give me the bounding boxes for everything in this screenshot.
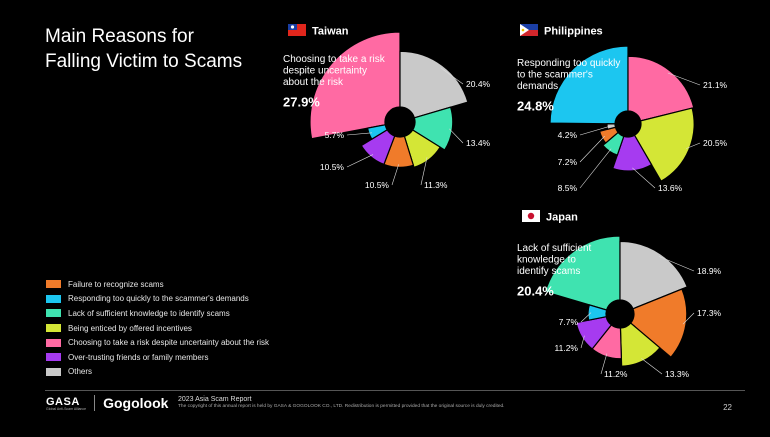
highlight-value: 24.8% xyxy=(517,99,554,114)
highlight-text: Choosing to take a risk xyxy=(283,54,386,65)
page-title: Main Reasons for Falling Victim to Scams xyxy=(45,24,242,74)
leader-line xyxy=(580,312,592,323)
data-label: 11.2% xyxy=(555,343,579,353)
gogolook-logo: Gogolook xyxy=(103,395,169,411)
page-title-line-1: Main Reasons for xyxy=(45,26,194,47)
gasa-subtitle: Global Anti-Scam Alliance xyxy=(46,406,87,411)
highlight-text: about the risk xyxy=(283,77,344,88)
data-label: 20.5% xyxy=(703,138,728,148)
highlight-text: Lack of sufficient xyxy=(517,243,592,254)
highlight-text: identify scams xyxy=(517,266,580,277)
leader-line xyxy=(346,132,373,136)
data-label: 18.9% xyxy=(697,266,722,276)
pie-slice xyxy=(399,50,469,119)
legend-label: Responding too quickly to the scammer's … xyxy=(68,294,249,304)
legend-swatch xyxy=(46,338,61,347)
donut-hole xyxy=(615,111,641,137)
data-label: 21.1% xyxy=(703,80,728,90)
legend-swatch xyxy=(46,324,61,333)
copyright-notice: The copyright of this annual report is h… xyxy=(178,404,505,409)
data-label: 11.3% xyxy=(424,180,448,190)
brand-divider xyxy=(94,395,96,411)
footer-divider xyxy=(45,390,745,391)
leader-line xyxy=(600,353,608,375)
page-title-line-2: Falling Victim to Scams xyxy=(45,51,243,72)
data-label: 13.4% xyxy=(466,138,491,148)
country-name: Philippines xyxy=(544,26,603,38)
data-label: 13.6% xyxy=(658,183,683,193)
data-label: 7.2% xyxy=(558,157,578,167)
gasa-logo: GASA Global Anti-Scam Alliance xyxy=(46,396,86,411)
philippines-flag-icon xyxy=(520,24,538,30)
flag-sun xyxy=(290,25,295,29)
legend-item: Being enticed by offered incentives xyxy=(46,321,269,336)
legend-swatch xyxy=(46,309,61,318)
page-number: 22 xyxy=(723,403,732,412)
flag-band xyxy=(520,30,538,36)
legend-label: Failure to recognize scams xyxy=(68,279,164,289)
footer-brand: GASA Global Anti-Scam Alliance Gogolook xyxy=(46,395,168,411)
donut-hole xyxy=(606,300,634,328)
flag-triangle xyxy=(520,24,529,36)
legend-item: Over-trusting friends or family members xyxy=(46,350,269,365)
data-label: 13.3% xyxy=(665,369,690,379)
legend-label: Lack of sufficient knowledge to identify… xyxy=(68,308,230,318)
report-title: 2023 Asia Scam Report xyxy=(178,396,252,403)
data-label: 10.5% xyxy=(365,180,390,190)
legend-item: Others xyxy=(46,365,269,380)
country-name: Japan xyxy=(546,212,578,224)
legend-item: Choosing to take a risk despite uncertai… xyxy=(46,335,269,350)
leader-line xyxy=(579,148,612,189)
leader-line xyxy=(682,312,695,325)
flag-disc xyxy=(527,212,535,220)
leader-line xyxy=(658,256,695,272)
data-label: 4.2% xyxy=(558,130,578,140)
highlight-text: knowledge to xyxy=(517,255,576,266)
highlight-text: despite uncertainty xyxy=(283,66,367,77)
data-label: 5.7% xyxy=(325,130,345,140)
legend-swatch xyxy=(46,294,61,303)
data-label: 8.5% xyxy=(558,183,578,193)
leader-line xyxy=(685,142,701,149)
legend-item: Responding too quickly to the scammer's … xyxy=(46,292,269,307)
leader-line xyxy=(391,164,399,186)
legend-swatch xyxy=(46,353,61,362)
chart-legend: Failure to recognize scams Responding to… xyxy=(46,277,269,379)
legend-label: Choosing to take a risk despite uncertai… xyxy=(68,338,269,348)
leader-line xyxy=(346,154,374,168)
report-info: 2023 Asia Scam Report The copyright of t… xyxy=(178,396,505,409)
data-label: 10.5% xyxy=(320,162,345,172)
leader-line xyxy=(449,128,464,144)
legend-label: Being enticed by offered incentives xyxy=(68,323,192,333)
data-label: 7.7% xyxy=(559,317,579,327)
legend-swatch xyxy=(46,367,61,376)
highlight-text: demands xyxy=(517,81,558,92)
data-label: 20.4% xyxy=(466,79,491,89)
leader-line xyxy=(580,335,585,349)
leader-line xyxy=(667,72,701,86)
data-label: 11.2% xyxy=(604,369,628,379)
leader-line xyxy=(440,67,464,85)
highlight-value: 20.4% xyxy=(517,284,554,299)
highlight-text: to the scammer's xyxy=(517,70,593,81)
data-label: 17.3% xyxy=(697,308,722,318)
legend-label: Over-trusting friends or family members xyxy=(68,352,209,362)
leader-line xyxy=(579,125,611,136)
highlight-value: 27.9% xyxy=(283,95,320,110)
legend-swatch xyxy=(46,280,61,289)
country-name: Taiwan xyxy=(312,26,349,38)
leader-line xyxy=(632,167,656,189)
leader-line xyxy=(641,358,663,375)
leader-line xyxy=(579,135,605,163)
pie-slice xyxy=(611,134,653,172)
legend-item: Lack of sufficient knowledge to identify… xyxy=(46,306,269,321)
donut-hole xyxy=(385,107,415,137)
leader-line xyxy=(420,157,428,186)
legend-item: Failure to recognize scams xyxy=(46,277,269,292)
highlight-text: Responding too quickly xyxy=(517,58,620,69)
flag-sun xyxy=(521,28,525,32)
gasa-wordmark: GASA xyxy=(46,395,80,408)
legend-label: Others xyxy=(68,367,93,377)
